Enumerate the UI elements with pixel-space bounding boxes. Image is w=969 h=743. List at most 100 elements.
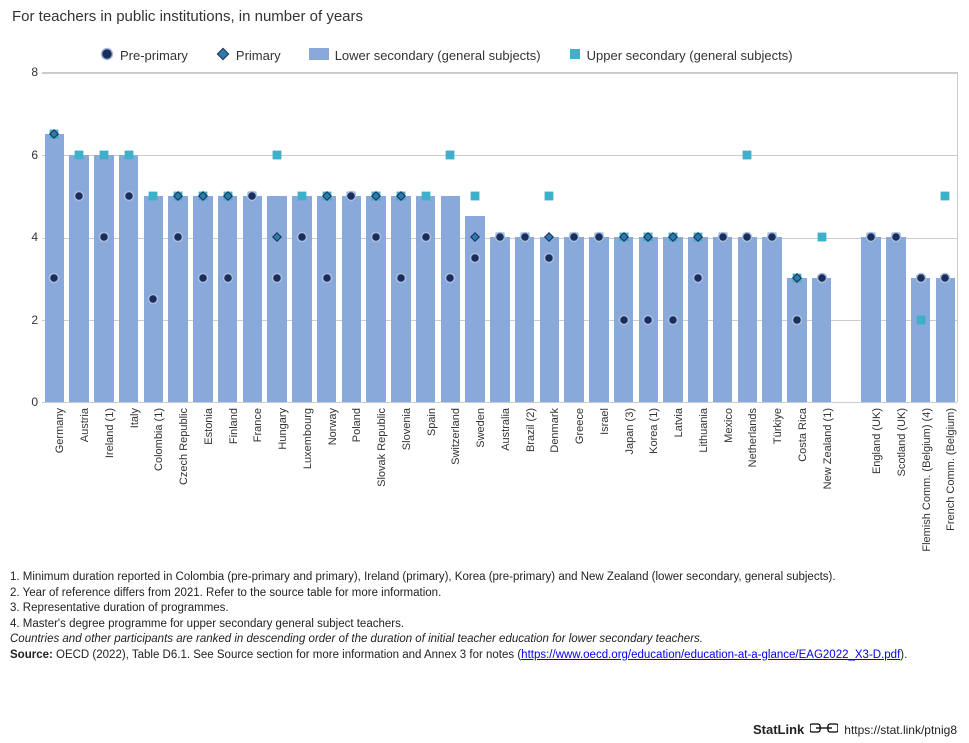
bar <box>589 237 608 402</box>
marker-upper <box>470 190 481 201</box>
xlabel: Colombia (1) <box>153 408 165 471</box>
xlabel-slot: Mexico <box>710 402 735 552</box>
legend-label: Primary <box>236 48 281 63</box>
statlink-icon <box>810 722 838 737</box>
marker-preprimary <box>915 273 926 284</box>
legend-item-upper: Upper secondary (general subjects) <box>569 48 793 63</box>
chart-slot <box>537 72 562 402</box>
chart-slot <box>884 72 909 402</box>
statlink: StatLink https://stat.link/ptnig8 <box>753 722 957 737</box>
chart-slot <box>760 72 785 402</box>
xlabel: Norway <box>327 408 339 445</box>
xlabel: Japan (3) <box>624 408 636 454</box>
xlabel: Greece <box>574 408 586 444</box>
chart-slot <box>834 72 859 402</box>
bar <box>45 134 64 402</box>
chart-slot <box>809 72 834 402</box>
xlabel-slot: Australia <box>488 402 513 552</box>
xlabel-slot: Scotland (UK) <box>884 402 909 552</box>
xlabel-slot: Korea (1) <box>636 402 661 552</box>
chart-slot <box>364 72 389 402</box>
chart-slot <box>710 72 735 402</box>
chart-slot <box>686 72 711 402</box>
xlabel: Spain <box>426 408 438 436</box>
xlabel: Israel <box>599 408 611 435</box>
square-icon <box>569 48 581 63</box>
marker-preprimary <box>420 232 431 243</box>
bar <box>243 196 262 402</box>
marker-preprimary <box>717 232 728 243</box>
bar <box>441 196 460 402</box>
xlabel-slot: French Comm. (Belgium) <box>933 402 958 552</box>
bar <box>886 237 905 402</box>
bar <box>366 196 385 402</box>
marker-preprimary <box>890 232 901 243</box>
chart-slot <box>661 72 686 402</box>
xlabel: England (UK) <box>871 408 883 474</box>
xlabel: Luxembourg <box>302 408 314 469</box>
bar <box>738 237 757 402</box>
xlabel: Germany <box>54 408 66 453</box>
marker-primary <box>618 232 629 243</box>
bar <box>342 196 361 402</box>
source-link[interactable]: https://www.oecd.org/education/education… <box>521 649 900 661</box>
xlabel-slot: Luxembourg <box>290 402 315 552</box>
chart-slot <box>488 72 513 402</box>
ytick-label: 8 <box>18 65 38 79</box>
marker-primary <box>321 190 332 201</box>
statlink-url: https://stat.link/ptnig8 <box>844 723 957 737</box>
chart-slot <box>636 72 661 402</box>
bar <box>94 155 113 403</box>
chart: 02468 GermanyAustriaIreland (1)ItalyColo… <box>18 72 958 402</box>
xlabel-slot: Netherlands <box>735 402 760 552</box>
marker-preprimary <box>123 190 134 201</box>
chart-slot <box>587 72 612 402</box>
bar <box>267 196 286 402</box>
xlabel-slot: Czech Republic <box>166 402 191 552</box>
marker-preprimary <box>296 232 307 243</box>
marker-primary <box>544 232 555 243</box>
marker-preprimary <box>272 273 283 284</box>
xlabel: Ireland (1) <box>104 408 116 458</box>
bar <box>812 278 831 402</box>
xlabel: Denmark <box>549 408 561 453</box>
xlabel-slot: Brazil (2) <box>512 402 537 552</box>
xlabel: Slovak Republic <box>376 408 388 487</box>
xlabel: France <box>252 408 264 442</box>
xlabel-slot: Italy <box>116 402 141 552</box>
marker-preprimary <box>395 273 406 284</box>
xlabel-slot: Austria <box>67 402 92 552</box>
marker-preprimary <box>173 232 184 243</box>
bar <box>713 237 732 402</box>
chart-slot <box>562 72 587 402</box>
chart-slot <box>116 72 141 402</box>
chart-slot <box>438 72 463 402</box>
marker-preprimary <box>346 190 357 201</box>
legend-item-lower: Lower secondary (general subjects) <box>309 48 541 63</box>
xlabel: Italy <box>129 408 141 428</box>
xlabel: Türkiye <box>772 408 784 444</box>
note-1: 1. Minimum duration reported in Colombia… <box>10 570 959 586</box>
legend-item-preprimary: Pre-primary <box>100 47 188 64</box>
marker-primary <box>395 190 406 201</box>
marker-upper <box>940 190 951 201</box>
marker-primary <box>668 232 679 243</box>
chart-slot <box>141 72 166 402</box>
xlabel: Estonia <box>203 408 215 445</box>
chart-slot <box>908 72 933 402</box>
marker-preprimary <box>49 273 60 284</box>
xlabel-slot: Flemish Comm. (Belgium) (4) <box>908 402 933 552</box>
xlabel-slot: New Zealand (1) <box>809 402 834 552</box>
source-body: OECD (2022), Table D6.1. See Source sect… <box>56 649 521 661</box>
chart-slot <box>265 72 290 402</box>
marker-preprimary <box>544 252 555 263</box>
xlabel: Korea (1) <box>648 408 660 454</box>
bar <box>317 196 336 402</box>
marker-primary <box>692 232 703 243</box>
xlabel: Hungary <box>277 408 289 450</box>
marker-primary <box>272 232 283 243</box>
marker-preprimary <box>494 232 505 243</box>
chart-title: For teachers in public institutions, in … <box>0 0 969 29</box>
marker-upper <box>915 314 926 325</box>
circle-icon <box>100 47 114 64</box>
